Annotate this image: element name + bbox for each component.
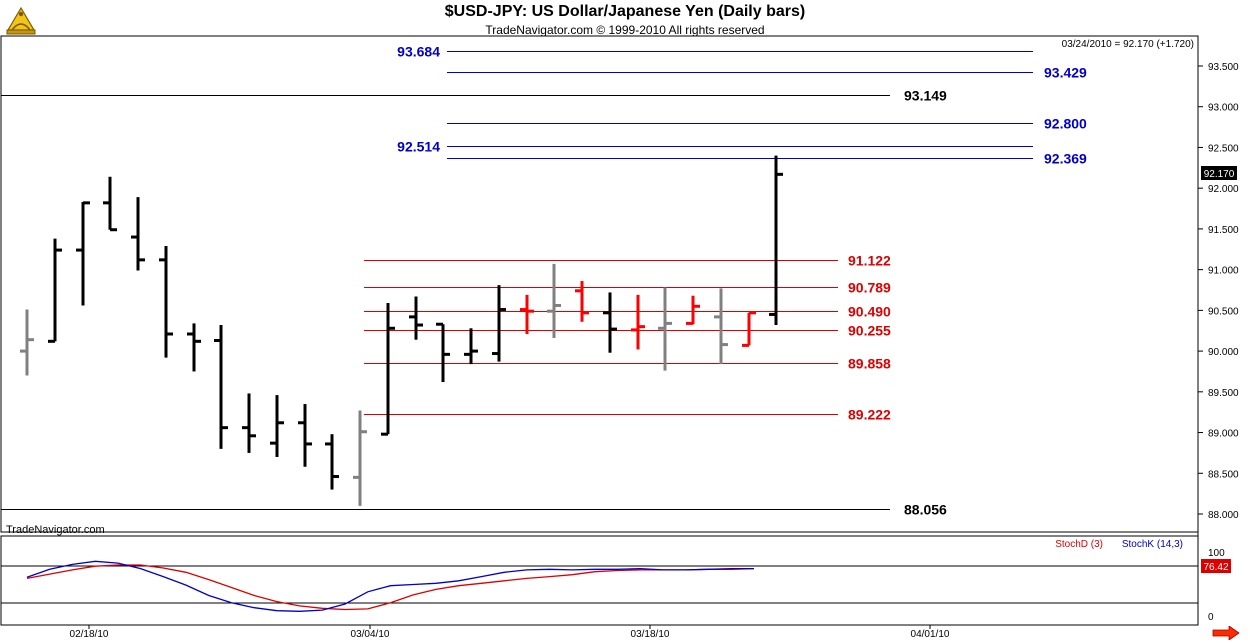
y-tick-label: 89.000 — [1208, 429, 1239, 440]
y-tick-label: 88.000 — [1208, 510, 1239, 521]
stoch-tick-100: 100 — [1208, 548, 1225, 559]
level-label: 89.858 — [848, 356, 891, 372]
stoch-panel-frame — [0, 535, 1199, 626]
level-label: 90.789 — [848, 280, 891, 296]
y-tick-label: 88.500 — [1208, 469, 1239, 480]
y-tick-label: 91.500 — [1208, 225, 1239, 236]
stochd-line — [26, 564, 755, 611]
y-tick-label: 90.000 — [1208, 347, 1239, 358]
y-tick-label: 93.000 — [1208, 103, 1239, 114]
y-tick-label: 93.500 — [1208, 62, 1239, 73]
right-arrow-icon[interactable] — [1212, 626, 1240, 640]
x-tick-label: 02/18/10 — [70, 629, 109, 640]
watermark: TradeNavigator.com — [6, 524, 105, 536]
level-label: 93.149 — [904, 88, 947, 104]
level-label: 90.255 — [848, 323, 891, 339]
stoch-tick-0: 0 — [1208, 612, 1214, 623]
level-label: 90.490 — [848, 304, 891, 320]
y-tick-label: 92.500 — [1208, 143, 1239, 154]
x-tick-label: 04/01/10 — [911, 629, 950, 640]
y-tick-label: 89.500 — [1208, 388, 1239, 399]
level-label: 88.056 — [904, 502, 947, 518]
last-quote: 03/24/2010 = 92.170 (+1.720) — [1062, 39, 1194, 50]
current-stoch-label: 76.42 — [1203, 562, 1228, 573]
level-label: 93.684 — [397, 44, 440, 60]
current-price-tag — [1201, 166, 1237, 180]
stochk-legend: StochK (14,3) — [1122, 539, 1183, 550]
current-stoch-tag — [1201, 559, 1231, 573]
copyright-notice: TradeNavigator.com © 1999-2010 All right… — [485, 23, 765, 37]
y-tick-label: 91.000 — [1208, 266, 1239, 277]
level-label: 92.369 — [1044, 151, 1087, 167]
current-price-label: 92.170 — [1204, 169, 1235, 180]
chart-title: $USD-JPY: US Dollar/Japanese Yen (Daily … — [444, 3, 806, 20]
level-label: 89.222 — [848, 407, 891, 423]
price-panel-frame — [0, 35, 1199, 533]
level-label: 91.122 — [848, 253, 891, 269]
level-label: 92.514 — [397, 139, 440, 155]
y-tick-label: 90.500 — [1208, 306, 1239, 317]
level-label: 93.429 — [1044, 65, 1087, 81]
stochk-line — [26, 560, 754, 612]
sextant-icon[interactable] — [4, 4, 38, 38]
stochd-legend: StochD (3) — [1055, 539, 1103, 550]
x-tick-label: 03/04/10 — [351, 629, 390, 640]
x-tick-label: 03/18/10 — [631, 629, 670, 640]
level-label: 92.800 — [1044, 116, 1087, 132]
y-tick-label: 92.000 — [1208, 184, 1239, 195]
